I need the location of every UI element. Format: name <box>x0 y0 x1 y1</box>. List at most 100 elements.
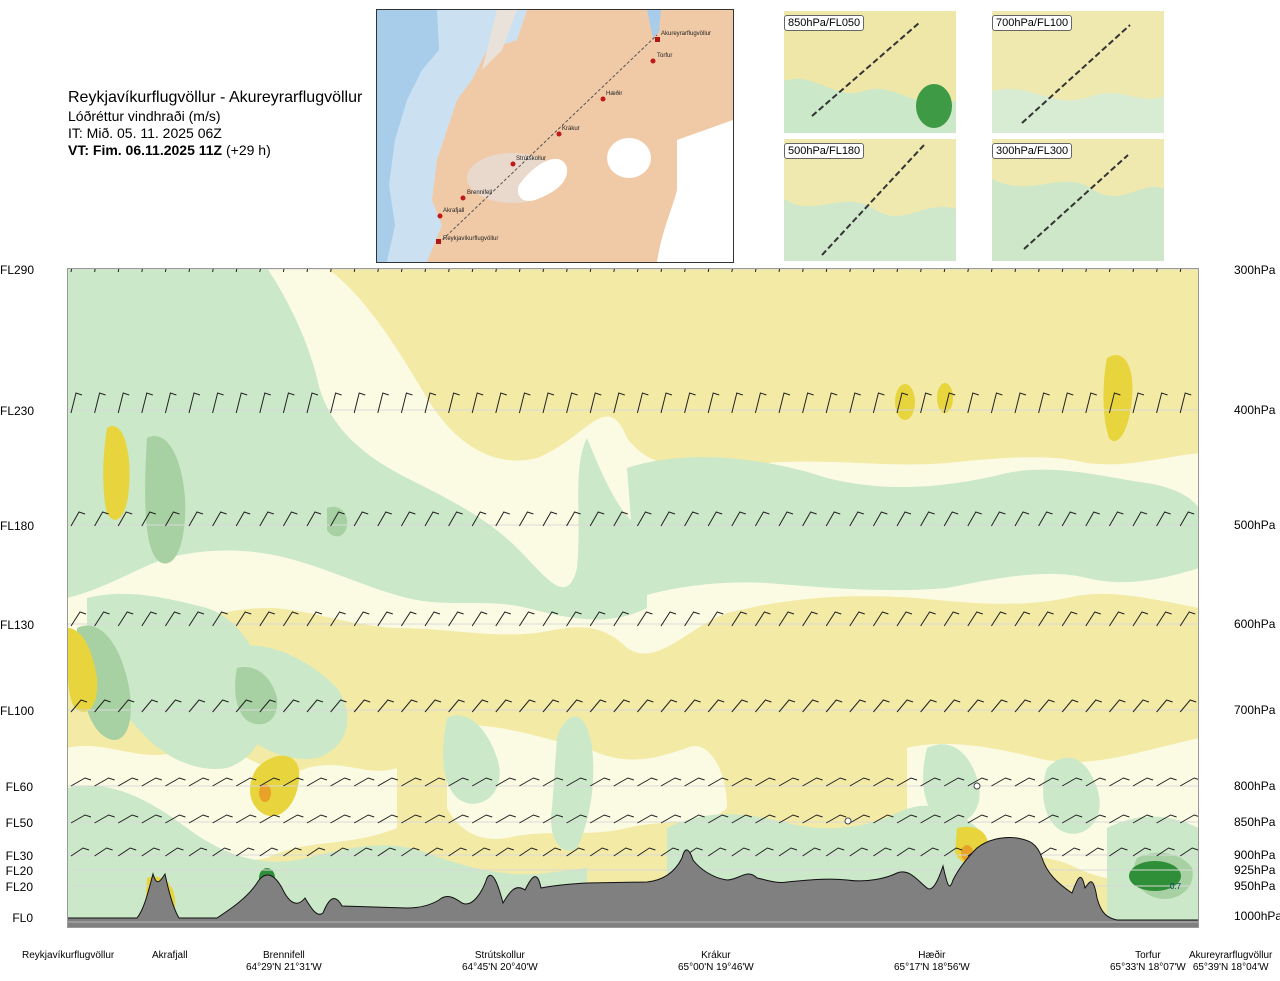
wind-barb <box>802 392 814 414</box>
wind-barb <box>471 777 493 787</box>
wind-barb <box>259 611 275 627</box>
wind-barb <box>1179 611 1196 627</box>
left-level-fl20a: FL20 <box>5 864 33 878</box>
wind-barb <box>967 392 979 414</box>
wind-barb <box>1014 611 1031 627</box>
wind-barb <box>1132 611 1149 627</box>
wind-barb <box>1038 511 1053 527</box>
wind-barb <box>188 511 204 527</box>
wind-barb <box>849 777 870 787</box>
wind-barb <box>660 611 677 627</box>
thumb-500[interactable]: 500hPa/FL180 <box>784 139 956 261</box>
wind-barb <box>872 611 889 627</box>
wind-barbs <box>70 268 1199 857</box>
wind-barb <box>448 777 469 787</box>
wind-barb <box>212 847 231 857</box>
wind-barb <box>1038 699 1055 713</box>
marker-haedir <box>600 96 606 102</box>
wind-barb <box>117 777 139 787</box>
wind-barb <box>165 699 182 713</box>
title-block: Reykjavíkurflugvöllur - Akureyrarflugvöl… <box>68 88 362 159</box>
wind-barb <box>471 611 488 627</box>
location-name: Krákur <box>701 950 731 961</box>
right-level-1000: 1000hPa <box>1234 909 1280 923</box>
wind-barb <box>519 777 540 787</box>
wind-barb <box>377 847 396 857</box>
wind-barb <box>731 699 748 713</box>
wind-barb <box>495 392 507 414</box>
thumb-300[interactable]: 300hPa/FL300 <box>992 139 1164 261</box>
wind-barb <box>637 814 658 824</box>
wind-barb <box>353 847 373 857</box>
wind-barb <box>873 847 892 857</box>
wind-barb <box>353 392 366 414</box>
wind-barb <box>566 814 587 824</box>
plot-frame <box>67 268 1199 928</box>
map-label-akrafjall: Akrafjall <box>443 208 464 214</box>
wind-barb <box>825 392 838 414</box>
thumb-500-map <box>784 139 956 261</box>
wind-barb <box>731 777 752 787</box>
location-akureyrarflugvollur: Akureyrarflugvöllur 65°39'N 18°04'W <box>1189 950 1272 974</box>
wind-barb <box>353 699 371 713</box>
wind-barb <box>1179 699 1197 713</box>
wind-barb <box>424 392 437 414</box>
wind-barb <box>1014 814 1036 824</box>
left-level-fl20b: FL20 <box>5 880 33 894</box>
right-level-925: 925hPa <box>1234 863 1276 877</box>
wind-barb <box>424 611 441 627</box>
wind-barb <box>424 511 440 527</box>
thumb-700-map <box>992 11 1164 133</box>
variable-label: Lóðréttur vindhraði (m/s) <box>68 108 221 124</box>
wind-barb <box>306 511 322 527</box>
wind-barb <box>448 511 463 527</box>
wind-barb <box>542 847 562 857</box>
wind-barb <box>306 392 319 414</box>
location-akrafjall: Akrafjall <box>152 950 188 962</box>
wind-barb <box>330 392 342 414</box>
wind-barb <box>282 611 299 627</box>
thumb-700[interactable]: 700hPa/FL100 <box>992 11 1164 133</box>
wind-barb <box>70 392 83 414</box>
level-marker-850 <box>844 817 852 825</box>
wind-barb <box>165 814 186 824</box>
wind-barb <box>778 511 794 527</box>
wind-barb <box>1156 847 1175 857</box>
thumb-850[interactable]: 850hPa/FL050 <box>784 11 956 133</box>
sea-deep <box>377 10 439 262</box>
route-map: Akureyrarflugvöllur Torfur Hæðir Krákur … <box>376 9 734 263</box>
wind-barb <box>353 814 375 824</box>
wind-barb <box>896 611 913 627</box>
location-torfur: Torfur 65°33'N 18°07'W <box>1110 950 1186 974</box>
max-value-annotation: 0.7 <box>1170 882 1182 891</box>
wind-barb <box>330 511 345 527</box>
wind-barb <box>117 847 137 857</box>
location-name: Reykjavíkurflugvöllur <box>22 950 115 961</box>
wind-barb <box>1108 611 1125 627</box>
wind-barb <box>1061 814 1083 824</box>
location-name: Akrafjall <box>152 950 188 961</box>
wind-barb <box>1038 392 1050 414</box>
location-coord: 64°45'N 20°40'W <box>462 962 538 973</box>
wind-barb <box>1156 777 1177 787</box>
wind-barb <box>707 511 723 527</box>
wind-barb <box>448 392 460 414</box>
wind-barb <box>188 392 201 414</box>
thumb-500-label: 500hPa/FL180 <box>784 143 865 159</box>
wind-barb <box>188 611 205 627</box>
wind-barb <box>1108 392 1121 414</box>
wind-barb <box>920 392 932 414</box>
wind-barb <box>636 392 649 414</box>
wind-barb <box>896 777 918 787</box>
wind-barb <box>943 847 963 857</box>
wind-barb <box>283 777 304 787</box>
wind-barb <box>943 777 965 787</box>
wind-barb <box>943 392 956 414</box>
wind-barb <box>353 777 375 787</box>
wind-barb <box>613 392 625 414</box>
wind-barb <box>424 699 442 713</box>
wind-barb <box>141 814 162 824</box>
wind-barb <box>613 814 634 824</box>
wind-barb <box>991 777 1012 787</box>
wind-barb <box>755 847 774 857</box>
